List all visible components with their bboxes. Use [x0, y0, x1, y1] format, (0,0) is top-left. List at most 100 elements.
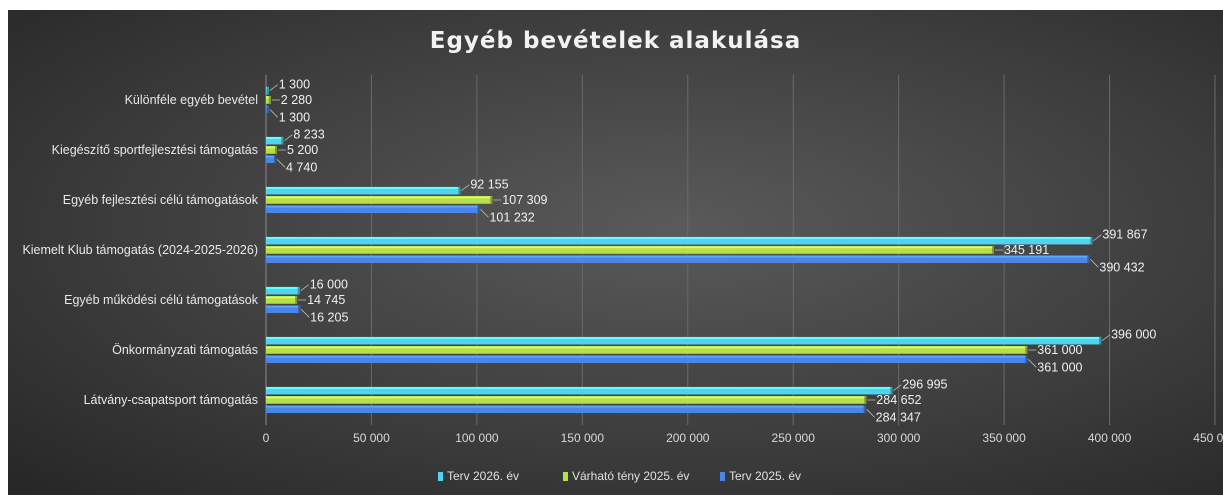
data-label: 92 155: [470, 178, 508, 192]
data-label: 1 300: [279, 78, 310, 92]
bar: [266, 355, 1028, 364]
bar-highlight: [266, 286, 300, 289]
legend-label: Várható tény 2025. év: [572, 469, 689, 483]
bar-highlight: [266, 246, 994, 249]
bar-highlight: [266, 205, 480, 208]
bar-end-cap: [490, 196, 493, 204]
data-label: 4 740: [286, 160, 317, 174]
data-label: 16 000: [310, 278, 348, 292]
bar-highlight: [266, 186, 461, 189]
bar: [266, 136, 284, 145]
bar: [266, 296, 298, 304]
bar-highlight: [266, 155, 276, 158]
legend-item: Terv 2025. év: [720, 469, 801, 483]
chart-title: Egyéb bevételek alakulása: [429, 28, 802, 54]
x-tick-label: 0: [263, 431, 270, 445]
x-tick-label: 150 000: [561, 431, 605, 445]
leader-line: [893, 384, 902, 392]
bar-highlight: [266, 236, 1093, 239]
data-label: 391 867: [1102, 228, 1147, 242]
bar: [266, 205, 480, 214]
data-label: 16 205: [310, 310, 348, 324]
bar-end-cap: [273, 155, 276, 164]
bar-end-cap: [274, 146, 277, 154]
leader-line: [269, 109, 279, 118]
bar-highlight: [266, 196, 493, 199]
bar-end-cap: [1025, 355, 1028, 364]
x-tick-label: 200 000: [666, 431, 710, 445]
leader-line: [269, 84, 278, 92]
category-label: Különféle egyéb bevétel: [125, 93, 258, 107]
data-label: 345 191: [1004, 243, 1049, 257]
bar-highlight: [266, 146, 277, 149]
bar: [266, 286, 300, 295]
leader-line: [1093, 234, 1102, 242]
bar-highlight: [266, 305, 301, 308]
data-label: 2 280: [281, 93, 312, 107]
category-label: Látvány-csapatsport támogatás: [84, 393, 258, 407]
bar-highlight: [266, 255, 1090, 258]
bar-end-cap: [1025, 346, 1028, 354]
bar-highlight: [266, 355, 1028, 358]
bar-highlight: [266, 336, 1102, 339]
category-label: Önkormányzati támogatás: [112, 343, 258, 357]
data-label: 1 300: [279, 110, 310, 124]
bar: [266, 255, 1090, 264]
x-tick-label: 400 000: [1088, 431, 1132, 445]
bar-end-cap: [991, 246, 994, 254]
data-label: 107 309: [502, 193, 547, 207]
x-tick-label: 300 000: [877, 431, 921, 445]
bar-end-cap: [298, 305, 301, 314]
legend-item: Terv 2026. év: [438, 469, 519, 483]
bar: [266, 305, 301, 314]
bar-end-cap: [863, 405, 866, 414]
bar-end-cap: [458, 186, 461, 195]
data-label: 396 000: [1111, 328, 1156, 342]
leader-line: [461, 184, 470, 192]
leader-line: [1101, 334, 1111, 342]
chart-svg: 0 50 000 100 000 150 000 200 000 250 000 300 0…: [22, 75, 1223, 483]
bar: [266, 186, 461, 195]
bar: [266, 386, 893, 395]
bar: [266, 155, 276, 164]
bar-end-cap: [1090, 236, 1093, 245]
x-tick-label: 100 000: [455, 431, 499, 445]
data-label: 361 000: [1037, 360, 1082, 374]
bar: [266, 336, 1102, 345]
bar-end-cap: [477, 205, 480, 214]
legend-label: Terv 2026. év: [447, 469, 519, 483]
bar-end-cap: [890, 386, 893, 395]
bar-end-cap: [268, 96, 271, 104]
bar: [266, 236, 1093, 245]
legend-swatch: [438, 472, 443, 481]
bar: [266, 96, 271, 104]
bar-end-cap: [864, 396, 867, 404]
bar-end-cap: [295, 296, 298, 304]
chart-area: Egyéb bevételek alakulása 0 50 000 100 000…: [8, 10, 1223, 495]
bar: [266, 405, 866, 414]
bar-highlight: [266, 136, 284, 139]
bar: [266, 246, 994, 254]
x-tick-label: 50 000: [353, 431, 390, 445]
category-label: Kiegészítő sportfejlesztési támogatás: [52, 143, 258, 157]
bar-highlight: [266, 346, 1028, 349]
legend-swatch: [720, 472, 725, 481]
data-label: 5 200: [287, 143, 318, 157]
bar-end-cap: [266, 105, 269, 114]
leader-line: [300, 309, 310, 318]
data-label: 14 745: [307, 293, 345, 307]
bar-highlight: [266, 386, 893, 389]
bar: [266, 346, 1028, 354]
bar-end-cap: [297, 286, 300, 295]
category-label: Egyéb működési célú támogatások: [64, 293, 259, 307]
leader-line: [480, 209, 489, 218]
x-tick-label: 350 000: [982, 431, 1026, 445]
bar-highlight: [266, 96, 271, 99]
bar-end-cap: [266, 86, 269, 95]
data-label: 8 233: [293, 128, 324, 142]
data-label: 296 995: [902, 378, 947, 392]
bar-highlight: [266, 396, 867, 399]
legend-swatch: [563, 472, 568, 481]
bar-end-cap: [281, 136, 284, 145]
leader-line: [300, 284, 309, 292]
